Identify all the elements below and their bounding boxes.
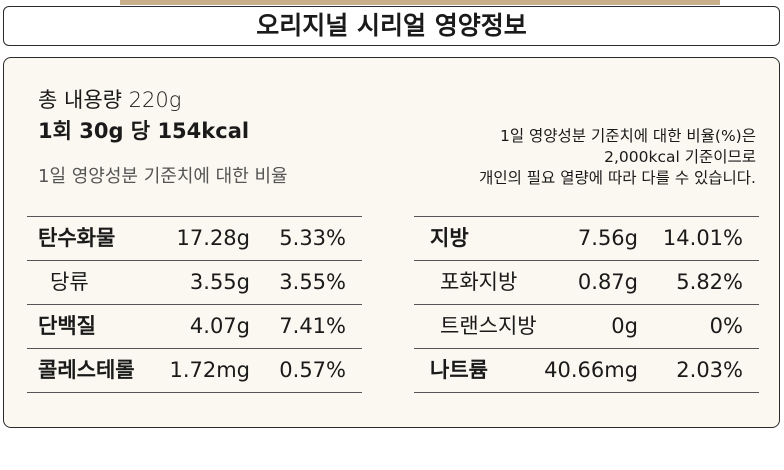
nutrient-percent: 2.03% xyxy=(676,358,743,382)
nutrient-name: 포화지방 xyxy=(440,270,518,294)
table-row: 콜레스테롤 1.72mg 0.57% xyxy=(27,349,362,393)
nutrient-name: 콜레스테롤 xyxy=(38,358,135,382)
nutrient-name: 탄수화물 xyxy=(38,226,116,250)
nutrient-name: 단백질 xyxy=(38,314,96,338)
nutrient-amount: 40.66mg xyxy=(544,358,638,382)
note: 1일 영양성분 기준치에 대한 비율(%)은 2,000kcal 기준이므로 개… xyxy=(479,126,756,189)
table-row: 탄수화물 17.28g 5.33% xyxy=(27,217,362,261)
title: 오리지널 시리얼 영양정보 xyxy=(256,11,527,40)
table-row: 단백질 4.07g 7.41% xyxy=(27,305,362,349)
nutrition-table: 탄수화물 17.28g 5.33% 당류 3.55g 3.55% 단백질 4.07g 7.41%… xyxy=(27,216,362,393)
note-line: 2,000kcal 기준이므로 xyxy=(604,148,756,166)
serving-info: 1회 30g 당 154kcal xyxy=(38,119,250,143)
note-line: 개인의 필요 열량에 따라 다를 수 있습니다. xyxy=(479,169,756,187)
nutrient-percent: 5.82% xyxy=(676,270,743,294)
nutrient-name: 나트륨 xyxy=(430,358,488,382)
panel xyxy=(3,57,780,428)
table-row: 트랜스지방 0g 0% xyxy=(414,305,759,349)
top-image-strip xyxy=(120,0,720,5)
nutrient-percent: 0.57% xyxy=(279,358,346,382)
nutrient-name: 당류 xyxy=(50,270,89,294)
nutrient-percent: 5.33% xyxy=(279,226,346,250)
table-row: 포화지방 0.87g 5.82% xyxy=(414,261,759,305)
table-row: 나트륨 40.66mg 2.03% xyxy=(414,349,759,393)
note-line: 1일 영양성분 기준치에 대한 비율(%)은 xyxy=(499,127,756,145)
nutrient-name: 트랜스지방 xyxy=(440,314,537,338)
nutrient-percent: 0% xyxy=(709,314,743,338)
nutrient-amount: 0.87g xyxy=(577,270,638,294)
nutrient-amount: 4.07g xyxy=(189,314,250,338)
nutrient-amount: 3.55g xyxy=(189,270,250,294)
nutrient-amount: 1.72mg xyxy=(169,358,250,382)
nutrition-table: 지방 7.56g 14.01% 포화지방 0.87g 5.82% 트랜스지방 0g 0% 나트륨 4… xyxy=(414,216,759,393)
table-row: 지방 7.56g 14.01% xyxy=(414,217,759,261)
nutrient-amount: 7.56g xyxy=(577,226,638,250)
ratio-caption: 1일 영양성분 기준치에 대한 비율 xyxy=(38,166,288,187)
nutrient-percent: 7.41% xyxy=(279,314,346,338)
nutrient-amount: 17.28g xyxy=(176,226,250,250)
nutrient-percent: 14.01% xyxy=(662,226,743,250)
nutrient-name: 지방 xyxy=(430,226,469,250)
nutrient-amount: 0g xyxy=(611,314,638,338)
header: 오리지널 시리얼 영양정보 xyxy=(3,6,780,46)
total-amount: 총 내용량 220g xyxy=(38,88,182,112)
table-row: 당류 3.55g 3.55% xyxy=(27,261,362,305)
nutrient-percent: 3.55% xyxy=(279,270,346,294)
